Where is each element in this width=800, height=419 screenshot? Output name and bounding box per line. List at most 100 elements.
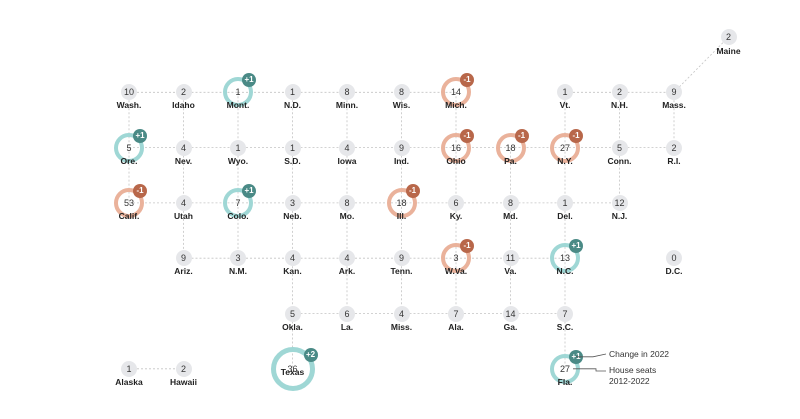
seat-change-badge: -1	[405, 183, 420, 198]
state-label: Colo.	[227, 210, 249, 221]
seat-loss-ring	[114, 187, 144, 218]
seat-count: 8	[398, 87, 404, 98]
state-label: Ohio	[446, 155, 466, 166]
seat-count: 16	[450, 142, 461, 153]
seat-count: 13	[559, 253, 570, 264]
state-label: Okla.	[282, 321, 303, 332]
seat-dot	[720, 29, 737, 45]
state-label: La.	[340, 321, 354, 332]
seat-count: 2	[180, 87, 186, 98]
seat-change-badge: +2	[303, 347, 318, 362]
state-label: N.M.	[229, 266, 247, 277]
seat-count: 1	[562, 87, 568, 98]
seat-count: 4	[344, 253, 350, 264]
seat-count: 3	[289, 197, 295, 208]
state-label: Mass.	[662, 100, 686, 111]
seat-count: 1	[562, 197, 568, 208]
seat-count: 4	[289, 253, 295, 264]
seat-gain-ring	[223, 187, 253, 218]
seat-dot	[230, 139, 246, 156]
seat-count: 27	[559, 142, 570, 153]
legend-seats-label-line2: 2012-2022	[609, 376, 650, 386]
seat-loss-ring	[386, 187, 417, 218]
seat-count: 1	[289, 87, 295, 98]
seat-dot	[175, 250, 192, 267]
state-label: Ore.	[120, 155, 138, 166]
state-label: Wyo.	[227, 155, 249, 166]
state-label: Utah	[174, 210, 193, 221]
seat-dot	[284, 250, 301, 267]
state-label: Ariz.	[174, 266, 193, 277]
state-label: Kan.	[283, 266, 302, 277]
seat-change-badge: +1	[569, 239, 583, 254]
seat-count: 2	[180, 363, 186, 374]
legend-seats-label-line1: House seats	[609, 365, 657, 375]
state-label: Ala.	[448, 321, 464, 332]
seat-dot	[393, 84, 410, 101]
seat-dot	[502, 305, 519, 322]
seat-dot	[175, 194, 192, 211]
seat-dot	[666, 250, 682, 267]
seat-gain-ring	[550, 243, 580, 274]
state-label: Minn.	[335, 100, 359, 111]
state-label: Maine	[716, 46, 741, 56]
seat-count: 6	[344, 308, 350, 319]
seat-loss-ring	[441, 132, 471, 163]
state-label: Calif.	[118, 210, 140, 221]
state-label: N.Y.	[557, 155, 573, 166]
seat-count: 3	[235, 253, 241, 264]
seat-count: 4	[180, 197, 186, 208]
state-label: N.J.	[611, 210, 628, 221]
seat-count: 4	[180, 142, 186, 153]
seat-dot	[121, 360, 137, 377]
seat-dot	[393, 305, 410, 322]
seat-change-badge: +1	[133, 128, 147, 143]
state-label: Nev.	[174, 155, 193, 166]
seat-dot	[611, 194, 628, 211]
seat-dot	[121, 84, 137, 101]
seat-count: 12	[614, 197, 625, 208]
state-label: N.H.	[611, 100, 628, 111]
state-label: Md.	[503, 210, 518, 221]
seat-dot	[175, 360, 192, 377]
seat-count: 8	[507, 197, 513, 208]
state-label: N.D.	[284, 100, 301, 111]
seat-dot	[502, 250, 519, 267]
seat-count: 18	[505, 142, 516, 153]
seat-dot	[448, 194, 464, 211]
seat-loss-ring	[441, 77, 471, 108]
state-label: Hawaii	[170, 376, 197, 387]
seat-change-badge: -1	[460, 239, 474, 254]
seat-dot	[284, 305, 301, 322]
seat-change-badge: -1	[514, 128, 529, 143]
seat-count: 36	[287, 363, 298, 374]
seat-dot	[611, 139, 628, 156]
state-label: N.C.	[556, 266, 574, 277]
seat-count: 14	[450, 87, 461, 98]
seat-gain-ring	[223, 77, 253, 108]
seat-count: 1	[289, 142, 295, 153]
seat-dot	[339, 250, 355, 267]
seat-count: 4	[344, 142, 350, 153]
seat-count: 10	[123, 87, 134, 98]
state-label: Tenn.	[390, 266, 413, 277]
seat-count: 9	[671, 87, 677, 98]
state-label: Iowa	[337, 155, 357, 166]
state-label: Va.	[504, 266, 517, 277]
connector-line	[673, 36, 729, 93]
seat-count: 0	[671, 253, 677, 264]
seat-count: 2	[671, 142, 677, 153]
state-label: S.D.	[284, 155, 301, 166]
state-label: D.C.	[665, 266, 683, 277]
state-label: Ill.	[396, 210, 407, 221]
state-label: Alaska	[115, 376, 143, 387]
seat-count: 3	[453, 253, 459, 264]
seat-change-badge: +1	[242, 183, 256, 198]
state-label: Mo.	[339, 210, 355, 221]
seat-count: 9	[180, 253, 186, 264]
seat-dot	[448, 305, 464, 322]
seat-count: 5	[616, 142, 622, 153]
